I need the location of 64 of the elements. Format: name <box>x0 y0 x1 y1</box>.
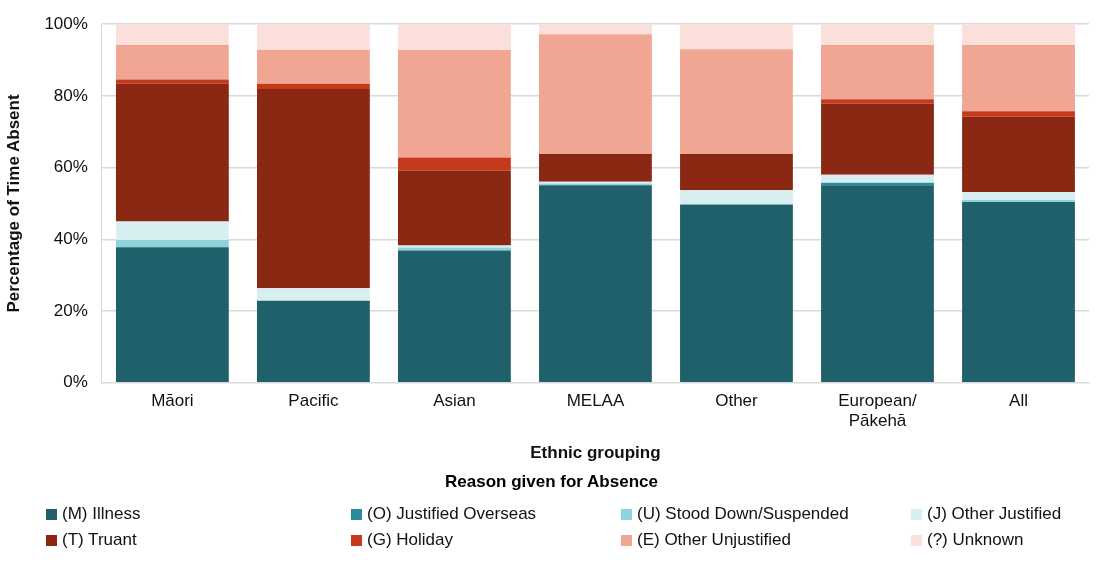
bar <box>257 49 370 84</box>
x-tick-label: All <box>1009 390 1028 410</box>
bar <box>821 99 934 104</box>
bar <box>257 89 370 289</box>
legend-label: (M) Illness <box>62 504 141 524</box>
bar <box>115 247 229 383</box>
x-axis-title: Ethnic grouping <box>530 443 661 463</box>
bar <box>257 24 370 50</box>
bar <box>680 204 793 383</box>
bar <box>962 192 1075 200</box>
bar <box>115 24 229 45</box>
legend-title: Reason given for Absence <box>444 472 659 492</box>
x-tick-label: Māori <box>151 390 194 410</box>
bar <box>398 50 511 158</box>
bar <box>115 79 229 84</box>
legend-label: (O) Justified Overseas <box>367 504 537 524</box>
y-tick-label: 20% <box>53 300 88 320</box>
bar <box>539 34 652 155</box>
bar <box>257 83 370 90</box>
bar <box>398 157 511 171</box>
legend-label: (U) Stood Down/Suspended <box>637 504 849 524</box>
x-tick-label: MELAA <box>566 390 625 410</box>
bar <box>962 202 1075 383</box>
bar <box>398 24 511 51</box>
y-tick-label: 60% <box>53 157 88 177</box>
legend-label: (G) Holiday <box>367 530 453 550</box>
bar <box>398 170 511 246</box>
bar <box>398 250 511 383</box>
bar <box>962 24 1075 45</box>
bar <box>962 45 1075 112</box>
legend-label: (?) Unknown <box>927 530 1024 550</box>
bar <box>115 240 229 248</box>
x-tick-label: Other <box>715 390 759 410</box>
bar <box>821 174 934 183</box>
bar <box>257 300 370 383</box>
x-tick-label: European/ Pākehā <box>838 390 917 431</box>
bar <box>821 185 934 383</box>
bar <box>680 24 793 50</box>
bar <box>821 45 934 100</box>
bar <box>539 24 652 35</box>
bar <box>821 24 934 45</box>
y-tick-label: 80% <box>53 85 88 105</box>
legend-label: (J) Other Justified <box>927 504 1062 524</box>
y-axis-title: Percentage of Time Absent <box>3 94 23 313</box>
x-tick-label: Pacific <box>288 390 339 410</box>
bar <box>680 154 793 191</box>
bar <box>680 49 793 155</box>
bar <box>539 185 652 383</box>
bar <box>539 154 652 182</box>
legend-label: (E) Other Unjustified <box>637 530 791 550</box>
bar <box>257 288 370 301</box>
y-tick-label: 40% <box>53 229 88 249</box>
y-tick-label: 100% <box>44 13 88 33</box>
x-tick-label: Asian <box>433 390 476 410</box>
bar <box>962 111 1075 117</box>
bar <box>115 221 229 241</box>
bar <box>115 45 229 80</box>
legend-label: (T) Truant <box>62 530 137 550</box>
bar <box>962 116 1075 193</box>
bar <box>115 83 229 222</box>
y-tick-label: 0% <box>63 372 88 392</box>
bar <box>962 199 1075 203</box>
bar <box>821 103 934 175</box>
bar <box>680 190 793 205</box>
